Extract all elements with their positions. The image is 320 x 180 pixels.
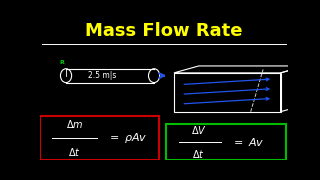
Text: $\Delta t$: $\Delta t$: [192, 148, 205, 160]
Text: $= \ \rho A v$: $= \ \rho A v$: [107, 131, 148, 145]
Text: $\Delta V$: $\Delta V$: [191, 124, 207, 136]
Text: Mass Flow Rate: Mass Flow Rate: [85, 22, 243, 40]
Text: R: R: [60, 60, 65, 65]
Text: $= \ A v$: $= \ A v$: [231, 136, 265, 148]
Text: $\Delta t$: $\Delta t$: [68, 146, 81, 158]
Text: 2.5 m|s: 2.5 m|s: [88, 71, 116, 80]
Text: $\Delta m$: $\Delta m$: [66, 118, 84, 130]
